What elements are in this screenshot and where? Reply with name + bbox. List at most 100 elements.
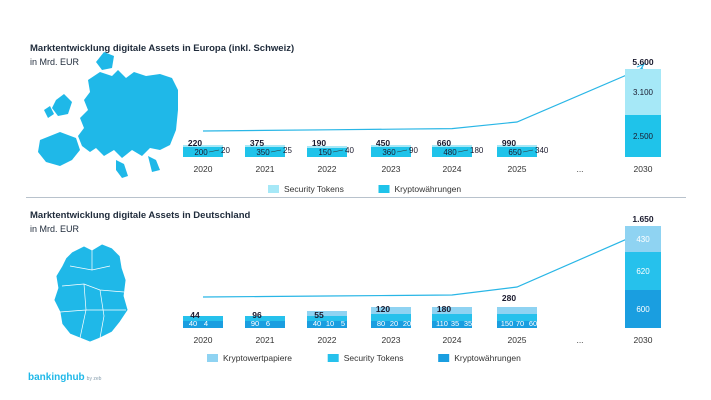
segment-value-label: 90 bbox=[251, 319, 259, 328]
bar-segment bbox=[371, 307, 411, 314]
bar-segment-2030 bbox=[625, 115, 661, 157]
segment-value-label: 600 bbox=[636, 305, 650, 314]
segment-value-label: 5 bbox=[341, 319, 345, 328]
segment-value-label: 340 bbox=[535, 146, 549, 155]
segment-value-label: 40 bbox=[313, 319, 321, 328]
segment-value-label: 350 bbox=[256, 148, 270, 157]
segment-value-label: 180 bbox=[470, 146, 484, 155]
segment-value-label: 20 bbox=[403, 319, 411, 328]
germany-chart-subtitle: in Mrd. EUR bbox=[30, 224, 80, 234]
segment-value-label: 10 bbox=[326, 319, 334, 328]
legend-swatch bbox=[207, 354, 218, 362]
segment-value-label: 20 bbox=[221, 146, 230, 155]
legend-swatch bbox=[268, 185, 279, 193]
europe-map-icon bbox=[38, 52, 178, 178]
total-label: 190 bbox=[312, 138, 326, 148]
segment-value-label: 40 bbox=[189, 319, 197, 328]
bar-segment bbox=[183, 316, 223, 321]
bar-segment bbox=[307, 146, 347, 148]
bar-segment bbox=[497, 147, 537, 157]
x-tick-label: 2021 bbox=[256, 335, 275, 345]
segment-value-label: 90 bbox=[409, 146, 418, 155]
segment-value-label: 650 bbox=[508, 148, 522, 157]
bar-segment bbox=[371, 147, 411, 157]
legend-swatch bbox=[438, 354, 450, 362]
segment-value-label: 620 bbox=[636, 267, 650, 276]
legend-swatch bbox=[378, 185, 390, 193]
x-tick-label: 2025 bbox=[508, 164, 527, 174]
total-label: 120 bbox=[376, 304, 390, 314]
legend-label: Kryptowertpapiere bbox=[223, 353, 292, 363]
x-tick-label: 2023 bbox=[382, 164, 401, 174]
legend-label: Security Tokens bbox=[344, 353, 404, 363]
x-tick-label: 2030 bbox=[634, 164, 653, 174]
bar-segment bbox=[432, 321, 472, 328]
label-leader bbox=[457, 149, 469, 153]
bar-segment bbox=[307, 148, 347, 157]
bar-segment-2030 bbox=[625, 69, 661, 115]
trend-line bbox=[202, 231, 644, 298]
segment-value-label: 6 bbox=[266, 319, 270, 328]
segment-value-label: 4 bbox=[204, 319, 208, 328]
europe-chart-subtitle: in Mrd. EUR bbox=[30, 57, 80, 67]
x-tick-label: 2022 bbox=[318, 164, 337, 174]
europe-chart-title: Marktentwicklung digitale Assets in Euro… bbox=[30, 43, 295, 54]
bar-segment bbox=[371, 321, 411, 328]
segment-value-label: 430 bbox=[636, 235, 650, 244]
total-label: 1.650 bbox=[632, 214, 654, 224]
bar-segment bbox=[307, 316, 347, 321]
total-label: 375 bbox=[250, 138, 264, 148]
europe-chart: 200 20 220 350 25 375 150 40 190 360 90 450 480 180 66… bbox=[183, 57, 661, 194]
bar-segment bbox=[432, 147, 472, 157]
x-tick-label: 2020 bbox=[194, 335, 213, 345]
bar-segment bbox=[307, 321, 347, 328]
label-leader bbox=[270, 149, 282, 153]
bar-segment bbox=[245, 145, 285, 147]
label-leader bbox=[332, 149, 344, 153]
bar-segment-2030 bbox=[625, 252, 661, 290]
x-tick-label: ... bbox=[576, 164, 583, 174]
total-label: 450 bbox=[376, 138, 390, 148]
segment-value-label: 110 bbox=[436, 319, 448, 328]
total-label: 5.600 bbox=[632, 57, 654, 67]
total-label: 44 bbox=[190, 310, 200, 320]
legend-swatch bbox=[327, 354, 339, 362]
x-tick-label: 2024 bbox=[443, 164, 462, 174]
bar-segment bbox=[245, 316, 285, 321]
total-label: 220 bbox=[188, 138, 202, 148]
segment-value-label: 480 bbox=[443, 148, 457, 157]
segment-value-label: 150 bbox=[501, 319, 514, 328]
x-tick-label: 2021 bbox=[256, 164, 275, 174]
bar-segment bbox=[245, 147, 285, 157]
segment-value-label: 25 bbox=[283, 146, 292, 155]
bar-segment bbox=[183, 321, 223, 328]
segment-value-label: 35 bbox=[451, 319, 459, 328]
germany-chart-title: Marktentwicklung digitale Assets in Deut… bbox=[30, 210, 251, 221]
total-label: 180 bbox=[437, 304, 451, 314]
segment-value-label: 40 bbox=[345, 146, 354, 155]
x-tick-label: 2024 bbox=[443, 335, 462, 345]
label-leader bbox=[522, 149, 534, 153]
bar-segment bbox=[183, 145, 223, 147]
x-tick-label: 2020 bbox=[194, 164, 213, 174]
segment-value-label: 360 bbox=[382, 148, 396, 157]
bar-segment bbox=[183, 147, 223, 157]
x-tick-label: 2025 bbox=[508, 335, 527, 345]
trend-line bbox=[202, 67, 644, 132]
total-label: 990 bbox=[502, 138, 516, 148]
segment-value-label: 60 bbox=[529, 319, 537, 328]
legend-label: Kryptowährungen bbox=[395, 184, 462, 194]
total-label: 660 bbox=[437, 138, 451, 148]
bar-segment bbox=[371, 314, 411, 321]
total-label: 55 bbox=[314, 310, 324, 320]
bar-segment bbox=[497, 314, 537, 321]
label-leader bbox=[396, 149, 408, 153]
x-tick-label: 2030 bbox=[634, 335, 653, 345]
bar-segment bbox=[497, 321, 537, 328]
legend-label: Kryptowährungen bbox=[454, 353, 521, 363]
segment-value-label: 20 bbox=[390, 319, 398, 328]
segment-value-label: 70 bbox=[516, 319, 524, 328]
segment-value-label: 150 bbox=[318, 148, 332, 157]
